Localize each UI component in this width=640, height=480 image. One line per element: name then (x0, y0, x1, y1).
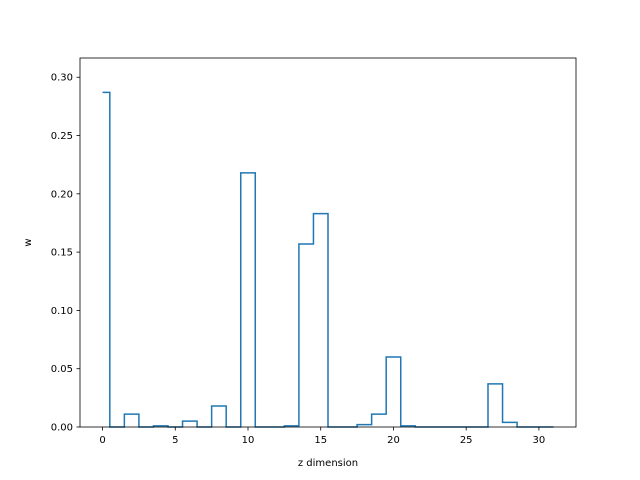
y-tick-label: 0.20 (51, 189, 73, 200)
y-tick-label: 0.00 (51, 423, 73, 434)
y-tick-label: 0.05 (51, 364, 73, 375)
x-tick-label: 5 (172, 435, 178, 446)
y-tick-label: 0.10 (51, 306, 73, 317)
x-tick-label: 10 (242, 435, 255, 446)
y-axis-label: w (23, 238, 34, 246)
axes-frame (79, 57, 577, 428)
y-axis: 0.00 0.05 0.10 0.15 0.20 0.25 0.30 (51, 73, 80, 434)
x-axis-label: z dimension (298, 458, 358, 469)
x-tick-label: 25 (460, 435, 473, 446)
x-tick-label: 0 (99, 435, 105, 446)
y-tick-label: 0.15 (51, 248, 73, 259)
x-axis: 0 5 10 15 20 25 30 (99, 427, 545, 446)
y-tick-label: 0.30 (51, 73, 73, 84)
x-tick-label: 20 (387, 435, 400, 446)
x-tick-label: 15 (314, 435, 327, 446)
x-tick-label: 30 (533, 435, 546, 446)
y-tick-label: 0.25 (51, 131, 73, 142)
